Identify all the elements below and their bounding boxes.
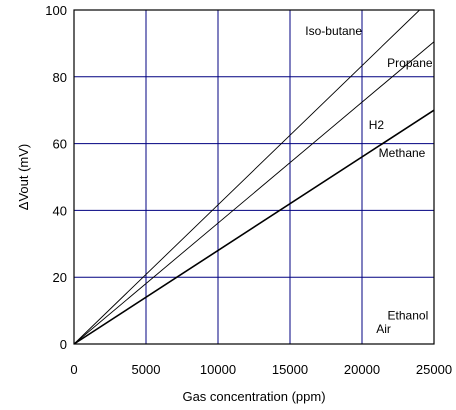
series-label-ethanol: Ethanol	[388, 309, 429, 323]
series-layer	[73, 9, 435, 345]
series-label-air: Air	[376, 322, 391, 336]
y-tick-label-3: 60	[53, 137, 67, 152]
y-tick-label-1: 20	[53, 270, 67, 285]
series-line-propane	[73, 41, 435, 345]
series-label-methane: Methane	[379, 146, 426, 160]
series-line-iso-butane	[73, 9, 420, 345]
plot-frame	[73, 9, 435, 345]
x-tick-label-1: 5000	[132, 362, 161, 377]
x-tick-label-2: 10000	[200, 362, 236, 377]
x-tick-label-3: 15000	[272, 362, 308, 377]
x-axis-label: Gas concentration (ppm)	[182, 389, 325, 404]
y-axis-label: ΔVout (mV)	[16, 144, 31, 210]
series-label-iso-butane: Iso-butane	[305, 24, 362, 38]
x-tick-label-5: 25000	[416, 362, 452, 377]
tick-layer: 0 5000 10000 15000 20000 25000 0 20 40 60 80 100	[45, 3, 452, 377]
x-tick-label-0: 0	[70, 362, 77, 377]
x-tick-label-4: 20000	[344, 362, 380, 377]
series-label-h2: H2	[369, 118, 385, 132]
y-tick-label-5: 100	[45, 3, 67, 18]
y-tick-label-4: 80	[53, 70, 67, 85]
series-line-h2	[73, 109, 435, 345]
y-tick-label-2: 40	[53, 203, 67, 218]
y-tick-label-0: 0	[60, 337, 67, 352]
series-label-propane: Propane	[387, 56, 433, 70]
grid-layer	[74, 10, 434, 344]
